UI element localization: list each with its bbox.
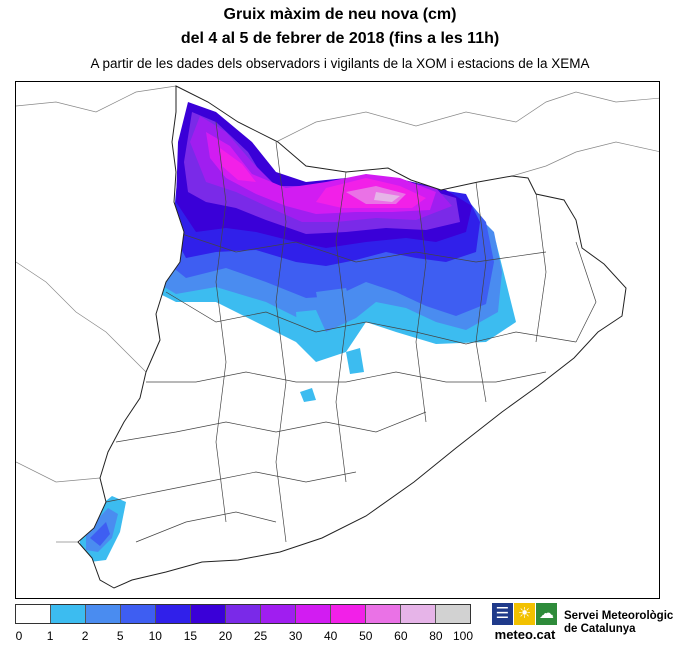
legend-label: 15 (183, 629, 198, 643)
meteocat-logo: ☰ ☀ ☁ meteo.cat (492, 603, 558, 647)
menu-lines-icon: ☰ (492, 603, 513, 625)
legend-label: 100 (452, 629, 474, 643)
map-date-range: del 4 al 5 de febrer de 2018 (fins a les… (180, 30, 500, 47)
legend-labels: 0 1 2 5 10 15 20 25 30 40 50 60 80 100 (15, 629, 474, 645)
legend-label: 5 (116, 629, 124, 643)
neighbour-borders (16, 85, 659, 543)
legend-swatch (436, 605, 470, 623)
legend-label: 30 (288, 629, 303, 643)
cloud-icon: ☁ (536, 603, 557, 625)
legend-label: 10 (148, 629, 162, 643)
catalonia-border (77, 85, 627, 589)
legend-swatch (331, 605, 366, 623)
legend-label: 1 (46, 629, 54, 643)
legend-label: 0 (15, 629, 23, 643)
legend-label: 40 (324, 629, 338, 643)
map-title: Gruix màxim de neu nova (cm) (223, 6, 457, 23)
legend-label: 2 (81, 629, 89, 643)
legend-swatch (51, 605, 86, 623)
legend-label: 60 (394, 629, 408, 643)
sun-icon: ☀ (514, 603, 535, 625)
comarca-borders (105, 121, 597, 543)
snow-depth-legend (15, 604, 471, 624)
logo-text: meteo.cat (494, 627, 556, 642)
legend-swatch (401, 605, 436, 623)
organization-name: Servei Meteorològic de Catalunya (564, 610, 673, 636)
legend-swatch (261, 605, 296, 623)
legend-swatch (16, 605, 51, 623)
legend-label: 80 (429, 629, 443, 643)
organization-line-1: Servei Meteorològic (564, 610, 674, 622)
legend-swatch (296, 605, 331, 623)
legend-swatch (191, 605, 226, 623)
legend-label: 50 (359, 629, 373, 643)
legend-label: 20 (218, 629, 233, 643)
legend-swatch (121, 605, 156, 623)
legend-swatch (226, 605, 261, 623)
legend-swatch (156, 605, 191, 623)
map-area (15, 81, 660, 599)
legend-label: 25 (253, 629, 268, 643)
legend-swatch (366, 605, 401, 623)
catalonia-map (16, 85, 659, 589)
legend-swatch (86, 605, 121, 623)
organization-line-2: de Catalunya (564, 623, 636, 635)
map-subtitle: A partir de les dades dels observadors i… (90, 56, 590, 71)
